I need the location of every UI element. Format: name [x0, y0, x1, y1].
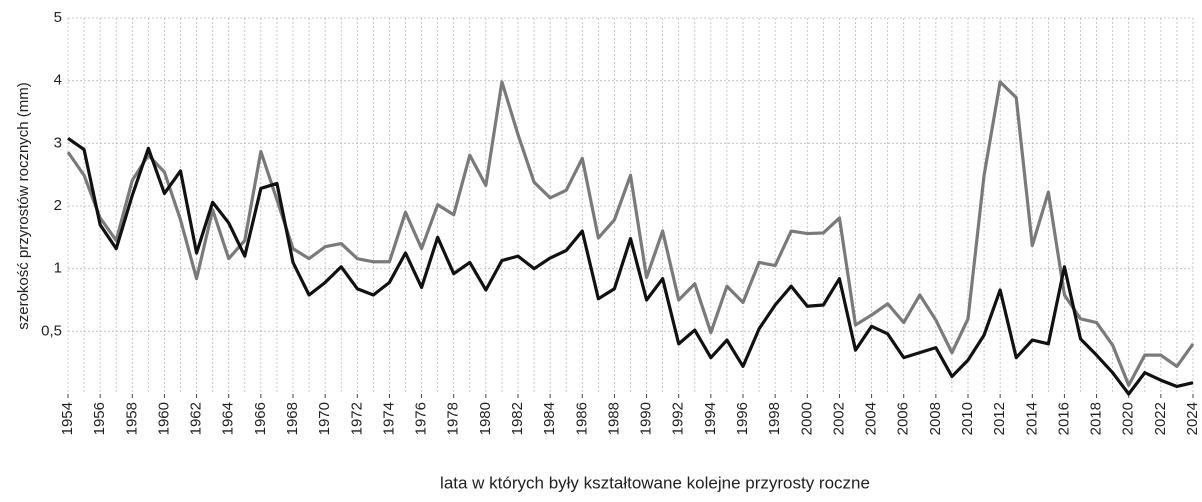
x-tick-label: 2016 [1055, 402, 1072, 435]
x-tick-label: 1990 [638, 402, 655, 435]
x-tick-label: 1968 [284, 402, 301, 435]
x-tick-label: 1992 [670, 402, 687, 435]
x-tick-label: 1984 [541, 402, 558, 435]
line-series [67, 137, 1194, 396]
y-tick-label: 0,5 [41, 322, 62, 339]
x-tick-label: 1960 [155, 402, 172, 435]
x-tick-label: 2012 [991, 402, 1008, 435]
x-tick-label: 1964 [220, 402, 237, 435]
line-series [66, 80, 1195, 387]
y-tick-label: 3 [54, 134, 62, 151]
x-tick-label: 1976 [413, 402, 430, 435]
x-tick-label: 1996 [734, 402, 751, 435]
x-tick-label: 2010 [959, 402, 976, 435]
x-tick-label: 1958 [123, 402, 140, 435]
y-axis-label: szerokość przyrostów rocznych (mm) [15, 82, 32, 330]
x-tick-label: 1978 [445, 402, 462, 435]
x-tick-label: 2014 [1023, 402, 1040, 435]
x-tick-label: 2022 [1152, 402, 1169, 435]
x-tick-label: 2020 [1120, 402, 1137, 435]
x-tick-label: 2006 [895, 402, 912, 435]
y-tick-label: 5 [54, 9, 62, 26]
x-tick-label: 1994 [702, 402, 719, 435]
x-tick-label: 1980 [477, 402, 494, 435]
x-tick-label: 2000 [798, 402, 815, 435]
y-tick-label: 4 [54, 72, 62, 89]
x-tick-label: 1988 [605, 402, 622, 435]
x-tick-label: 2002 [830, 402, 847, 435]
x-tick-label: 1966 [252, 402, 269, 435]
x-tick-label: 1962 [188, 402, 205, 435]
x-axis-label: lata w których były kształtowane kolejne… [440, 473, 870, 492]
x-tick-label: 1986 [573, 402, 590, 435]
y-tick-label: 2 [54, 197, 62, 214]
y-tick-label: 1 [54, 260, 62, 277]
x-tick-label: 1974 [380, 402, 397, 435]
x-tick-label: 2004 [863, 402, 880, 435]
x-tick-label: 1998 [766, 402, 783, 435]
x-tick-label: 2024 [1184, 402, 1201, 435]
x-tick-label: 2008 [927, 402, 944, 435]
x-tick-label: 1972 [348, 402, 365, 435]
x-tick-label: 1956 [91, 402, 108, 435]
x-tick-label: 2018 [1088, 402, 1105, 435]
x-tick-label: 1982 [509, 402, 526, 435]
x-tick-label: 1970 [316, 402, 333, 435]
x-tick-label: 1954 [59, 402, 76, 435]
